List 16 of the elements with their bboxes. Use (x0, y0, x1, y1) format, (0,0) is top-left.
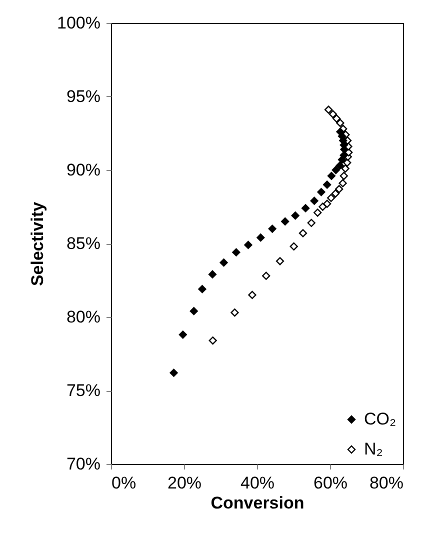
legend-label: CO₂ (364, 410, 396, 428)
y-tick-label: 85% (66, 234, 100, 253)
y-tick-label: 100% (57, 14, 100, 32)
x-tick-label: 0% (112, 474, 136, 492)
x-tick-label: 20% (167, 474, 202, 492)
y-axis-title: Selectivity (28, 201, 48, 286)
x-tick-label: 40% (240, 474, 275, 492)
y-tick-label: 90% (66, 160, 100, 180)
y-tick-label: 70% (66, 454, 100, 474)
x-tick-label: 80% (369, 474, 404, 492)
legend-label: N₂ (364, 440, 383, 458)
y-tick-label: 95% (66, 87, 100, 106)
x-axis-title: Conversion (210, 494, 304, 512)
x-tick-label: 60% (313, 474, 348, 492)
y-tick-label: 80% (66, 308, 100, 326)
y-tick-label: 75% (66, 381, 100, 400)
